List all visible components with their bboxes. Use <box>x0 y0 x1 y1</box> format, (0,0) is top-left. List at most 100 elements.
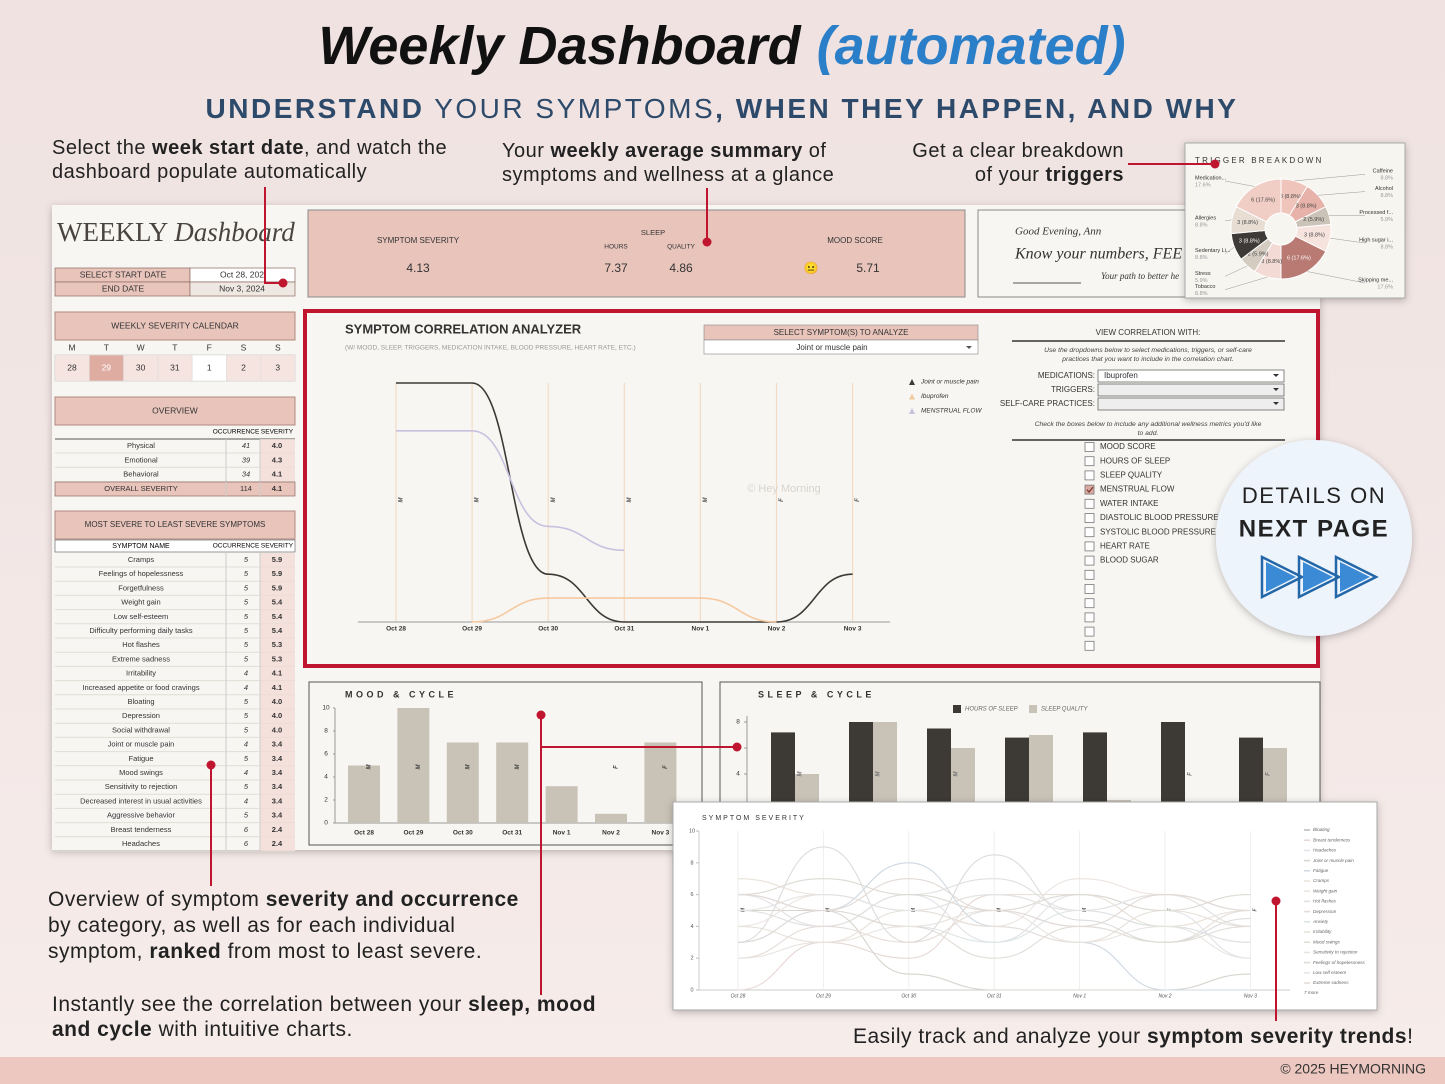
callout-text-part: , and watch the <box>304 137 447 159</box>
legend-label: Joint or muscle pain <box>1312 858 1354 863</box>
row-occurrence: 4 <box>244 740 248 749</box>
cycle-label: M <box>475 497 481 503</box>
select-label: SELECT SYMPTOM(S) TO ANALYZE <box>774 328 909 337</box>
callout-pointer <box>264 187 283 284</box>
callout-text-part: Easily track and analyze your <box>853 1025 1147 1048</box>
checkbox[interactable] <box>1084 456 1095 467</box>
row-name: Sensitivity to rejection <box>105 782 178 791</box>
severity-cell <box>260 652 295 667</box>
row-occurrence: 5 <box>244 811 249 820</box>
checkbox[interactable] <box>1084 513 1095 523</box>
callout-text-part: severity and occurrence <box>266 888 519 911</box>
y-tick-label: 8 <box>736 719 740 726</box>
pie-category: High sugar i... <box>1359 237 1393 243</box>
checkbox[interactable] <box>1084 470 1095 481</box>
legend-label: Fatigue <box>1313 868 1329 873</box>
checkbox[interactable] <box>1084 527 1095 538</box>
row-occurrence: 39 <box>242 455 251 464</box>
row-occurrence: 34 <box>242 470 250 479</box>
pie-percent: 17.6% <box>1195 182 1211 188</box>
view-title: VIEW CORRELATION WITH: <box>1096 328 1201 337</box>
cycle-label: F <box>1253 908 1259 912</box>
column-header: OCCURRENCE <box>213 543 260 550</box>
row-severity: 3.4 <box>272 811 283 820</box>
row-severity: 2.4 <box>272 825 283 834</box>
y-tick-label: 6 <box>324 751 328 758</box>
checkbox-label: HEART RATE <box>1100 542 1150 551</box>
leader-line <box>1224 265 1248 277</box>
cycle-label: M <box>876 771 882 777</box>
severity-cell <box>260 581 295 596</box>
severity-cell <box>260 595 295 610</box>
y-tick-label: 4 <box>690 924 693 930</box>
row-severity: 3.4 <box>272 754 283 763</box>
row-name: Weight gain <box>121 598 160 607</box>
checkbox[interactable] <box>1084 555 1095 566</box>
weekday-label: T <box>172 342 177 352</box>
y-tick-label: 4 <box>324 774 328 781</box>
greeting-motto: Know your numbers, FEE <box>1014 246 1182 263</box>
checkbox[interactable] <box>1084 584 1095 594</box>
y-tick-label: 4 <box>736 771 740 778</box>
row-name: Headaches <box>122 839 160 848</box>
row-name: Social withdrawal <box>112 725 170 734</box>
x-tick-label: Nov 3 <box>652 830 670 837</box>
row-occurrence: 5 <box>244 598 249 607</box>
checkbox[interactable] <box>1084 484 1095 495</box>
row-name: Increased appetite or food cravings <box>82 683 199 692</box>
x-tick-label: Nov 1 <box>692 626 710 633</box>
dropdown-box[interactable] <box>1097 383 1285 397</box>
row-occurrence: 5 <box>244 640 249 649</box>
y-tick-label: 0 <box>690 987 693 993</box>
summary-severity-label: SYMPTOM SEVERITY <box>377 236 460 245</box>
checkbox[interactable] <box>1084 640 1095 651</box>
callout-text-part: and cycle <box>52 1018 152 1041</box>
pie-category: Alcohol <box>1375 186 1393 192</box>
checkbox[interactable] <box>1084 598 1095 609</box>
checkbox[interactable] <box>1084 498 1095 509</box>
legend-label: Mood swings <box>1313 939 1341 944</box>
callout-dot <box>702 237 712 247</box>
severity-cell <box>260 766 295 780</box>
checkbox[interactable] <box>1084 442 1095 452</box>
callout-text: dashboard populate automatically <box>52 161 367 183</box>
legend-label: Breast tenderness <box>1313 837 1351 842</box>
x-tick-label: Oct 30 <box>538 626 558 633</box>
checkbox[interactable] <box>1084 569 1095 580</box>
y-tick-label: 8 <box>690 860 693 866</box>
calendar-day: 2 <box>241 362 246 372</box>
dropdown-box[interactable] <box>1097 369 1285 383</box>
row-name: Forgetfulness <box>118 583 164 592</box>
row-severity: 5.4 <box>272 598 283 607</box>
slice-label: 3 (8.8%) <box>1261 259 1282 265</box>
checkbox-label: SLEEP QUALITY <box>1100 471 1163 480</box>
row-occurrence: 41 <box>242 441 250 450</box>
row-occurrence: 4 <box>244 768 248 777</box>
dropdown-box[interactable] <box>1097 397 1285 411</box>
legend-more: 7 more <box>1304 990 1319 995</box>
checkbox-label: MENSTRUAL FLOW <box>1100 485 1175 494</box>
checkbox[interactable] <box>1084 626 1095 637</box>
select-box[interactable] <box>703 339 979 355</box>
checkbox[interactable] <box>1084 541 1095 552</box>
x-tick-label: Nov 1 <box>553 830 571 837</box>
row-occurrence: 114 <box>240 484 252 493</box>
severity-cell <box>260 737 295 752</box>
dropdown-arrow <box>1273 402 1279 405</box>
summary-sleep-label: SLEEP <box>641 228 665 237</box>
pie-category: Tobacco <box>1195 284 1216 290</box>
legend-marker <box>909 408 915 414</box>
series-line <box>737 878 1251 927</box>
checkbox[interactable] <box>1084 612 1095 623</box>
row-name: Aggressive behavior <box>107 811 175 820</box>
severity-cell <box>260 609 295 624</box>
callout-text-part: with intuitive charts. <box>152 1018 353 1041</box>
row-severity: 3.4 <box>272 740 283 749</box>
row-occurrence: 5 <box>244 697 249 706</box>
chart-subtitle: (W/ MOOD, SLEEP, TRIGGERS, MEDICATION IN… <box>345 345 636 352</box>
arrow-fill <box>1340 562 1370 592</box>
dropdown-label: TRIGGERS: <box>1051 385 1095 394</box>
cycle-label: M <box>826 907 832 912</box>
row-name: Extreme sadness <box>112 654 170 663</box>
